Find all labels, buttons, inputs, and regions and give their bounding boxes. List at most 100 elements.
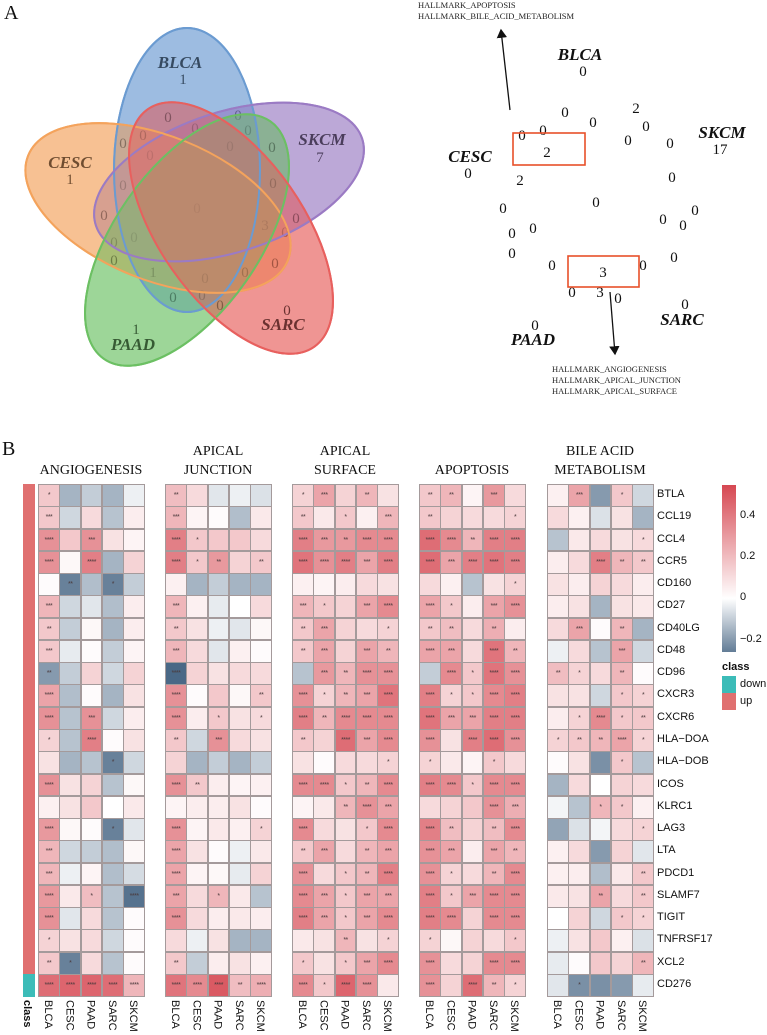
heatmap-cell bbox=[80, 929, 103, 953]
heatmap-cell bbox=[186, 907, 209, 930]
heatmap-cell: *** bbox=[568, 484, 591, 507]
heatmap-cell: ** bbox=[632, 550, 655, 574]
unique-count-skcm: 7 bbox=[316, 150, 324, 166]
heatmap-cell: ** bbox=[482, 862, 505, 886]
heatmap-cell: *** bbox=[355, 595, 378, 619]
heatmap-cell: ** bbox=[165, 484, 187, 507]
heatmap-cell bbox=[186, 484, 209, 507]
heatmap-cell bbox=[250, 907, 273, 930]
heatmap-cell: **** bbox=[292, 550, 314, 574]
heatmap-cell bbox=[589, 973, 612, 997]
heatmap-cell: * bbox=[334, 884, 357, 908]
heatmap-cell: * bbox=[334, 907, 357, 930]
heatmap-cell bbox=[101, 884, 124, 908]
set-label-blca: BLCA bbox=[157, 53, 202, 72]
overlap-count: 2 bbox=[632, 101, 640, 117]
heatmap-cell bbox=[228, 528, 251, 552]
heatmap-cell: * bbox=[250, 818, 273, 841]
class-bar-cell bbox=[23, 818, 35, 841]
heatmap-cell bbox=[419, 573, 441, 596]
heatmap-cell bbox=[313, 728, 336, 752]
heatmap-cell: **** bbox=[377, 595, 400, 619]
heatmap-cell bbox=[461, 951, 484, 975]
heatmap-cell bbox=[250, 728, 273, 752]
gene-label: BTLA bbox=[657, 488, 685, 500]
overlap-count: 0 bbox=[201, 271, 209, 287]
heatmap-cell: **** bbox=[165, 907, 187, 930]
heatmap-cell: *** bbox=[207, 728, 230, 752]
colorbar-tick: 0 bbox=[740, 591, 747, 604]
annotation-bottom-line: HALLMARK_APICAL_SURFACE bbox=[552, 386, 677, 396]
heatmap-cell bbox=[547, 840, 569, 864]
heatmap-cell bbox=[610, 951, 633, 975]
heatmap-cell: * bbox=[610, 751, 633, 775]
heatmap-cell: * bbox=[334, 951, 357, 975]
heatmap-cell bbox=[80, 818, 103, 841]
gene-label: CD160 bbox=[657, 577, 692, 590]
heatmap-cell bbox=[165, 573, 187, 596]
heatmap-cell: * bbox=[610, 706, 633, 730]
heatmap-cell: * bbox=[334, 773, 357, 797]
heatmap-cell bbox=[292, 751, 314, 775]
heatmap-cell bbox=[186, 884, 209, 908]
heatmap-cell: **** bbox=[123, 884, 146, 908]
ellipse-skcm bbox=[94, 102, 364, 262]
heatmap-cell: *** bbox=[313, 639, 336, 663]
heatmap-cell bbox=[461, 929, 484, 953]
heatmap-cell: **** bbox=[59, 973, 82, 997]
colorbar bbox=[722, 485, 736, 652]
heatmap-cell bbox=[207, 818, 230, 841]
overlap-count: 0 bbox=[281, 225, 289, 241]
heatmap-cell bbox=[632, 595, 655, 619]
heatmap-cell: **** bbox=[38, 973, 60, 997]
overlap-count: 0 bbox=[146, 148, 154, 164]
heatmap-cell bbox=[80, 684, 103, 708]
heatmap-cell bbox=[547, 506, 569, 530]
heatmap-cell: *** bbox=[165, 506, 187, 530]
column-label: SARC bbox=[232, 1000, 245, 1031]
heatmap-cell bbox=[123, 862, 146, 886]
heatmap-cell: * bbox=[186, 528, 209, 552]
heatmap-cell: ** bbox=[568, 728, 591, 752]
panel-label-b: B bbox=[2, 438, 16, 460]
overlap-count: 0 bbox=[670, 250, 678, 266]
overlap-count: 0 bbox=[589, 115, 597, 131]
heatmap-cell bbox=[313, 929, 336, 953]
heatmap-cell bbox=[461, 573, 484, 596]
heatmap-cell: **** bbox=[38, 818, 60, 841]
heatmap-cell bbox=[123, 639, 146, 663]
unique-count-skcm: 17 bbox=[713, 142, 729, 158]
heatmap-cell: ** bbox=[165, 728, 187, 752]
heatmap-cell: **** bbox=[377, 684, 400, 708]
heatmap-cell: ** bbox=[334, 528, 357, 552]
heatmap-cell: ** bbox=[504, 639, 527, 663]
heatmap-cell bbox=[482, 573, 505, 596]
heatmap-cell: **** bbox=[123, 973, 146, 997]
heatmap-cell: ** bbox=[38, 662, 60, 686]
heatmap-cell: ** bbox=[632, 706, 655, 730]
heatmap-cell bbox=[334, 818, 357, 841]
heatmap-cell bbox=[568, 951, 591, 975]
heatmap-cell bbox=[610, 506, 633, 530]
heatmap-cell bbox=[101, 506, 124, 530]
class-bar-cell bbox=[23, 550, 35, 574]
heatmap-cell: * bbox=[80, 884, 103, 908]
heatmap-cell bbox=[589, 773, 612, 797]
overlap-count: 0 bbox=[614, 291, 622, 307]
overlap-count: 0 bbox=[666, 136, 674, 152]
heatmap-cell: *** bbox=[38, 595, 60, 619]
heatmap-cell: ** bbox=[38, 951, 60, 975]
heatmap-cell: **** bbox=[504, 818, 527, 841]
heatmap-cell bbox=[250, 662, 273, 686]
heatmap-cell bbox=[568, 751, 591, 775]
heatmap-cell: **** bbox=[610, 728, 633, 752]
overlap-count: 0 bbox=[642, 119, 650, 135]
heatmap-cell: *** bbox=[504, 795, 527, 819]
heatmap-cell bbox=[568, 528, 591, 552]
overlap-count: 0 bbox=[100, 208, 108, 224]
heatmap-cell: **** bbox=[80, 973, 103, 997]
class-legend-label: down bbox=[740, 678, 767, 690]
heatmap-cell bbox=[228, 728, 251, 752]
heatmap-cell bbox=[59, 907, 82, 930]
